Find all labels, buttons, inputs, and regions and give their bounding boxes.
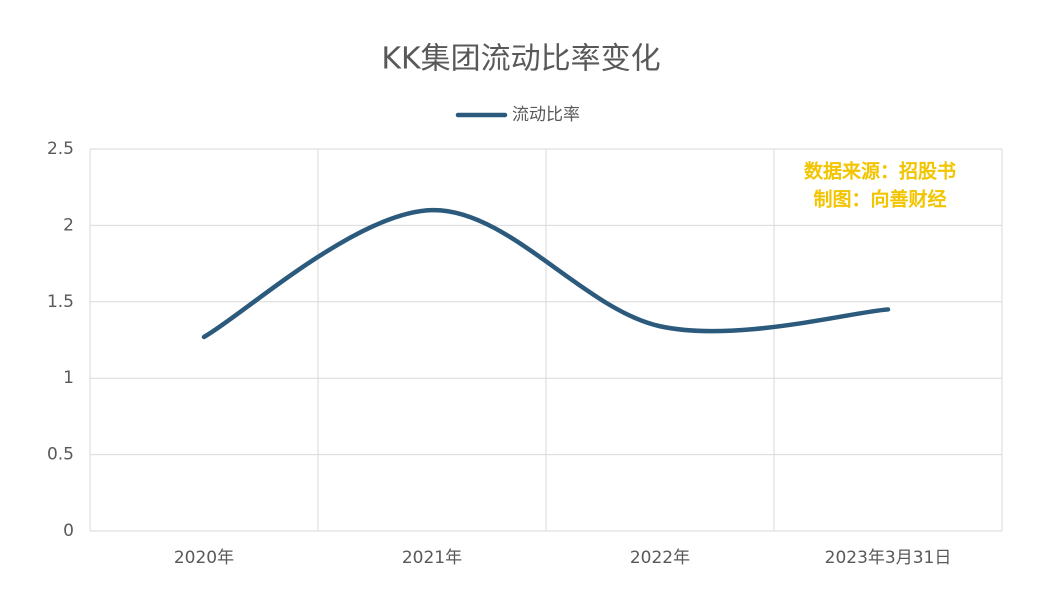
y-tick-label: 1.5 xyxy=(47,292,74,312)
x-tick-label: 2021年 xyxy=(402,548,462,568)
chart-title: KK集团流动比率变化 xyxy=(381,42,660,77)
annotation: 数据来源：招股书 xyxy=(804,160,956,183)
y-tick-label: 0 xyxy=(63,521,74,541)
y-tick-label: 0.5 xyxy=(47,445,74,465)
y-tick-label: 1 xyxy=(63,368,74,388)
line xyxy=(201,207,891,340)
x-tick-label: 2020年 xyxy=(174,548,234,568)
y-tick-label: 2 xyxy=(63,215,74,235)
x-tick-label: 2023年3月31日 xyxy=(825,548,952,568)
annotation: 制图：向善财经 xyxy=(813,188,946,211)
legend-label: 流动比率 xyxy=(512,105,580,125)
x-tick-label: 2022年 xyxy=(630,548,690,568)
y-tick-label: 2.5 xyxy=(47,139,74,159)
